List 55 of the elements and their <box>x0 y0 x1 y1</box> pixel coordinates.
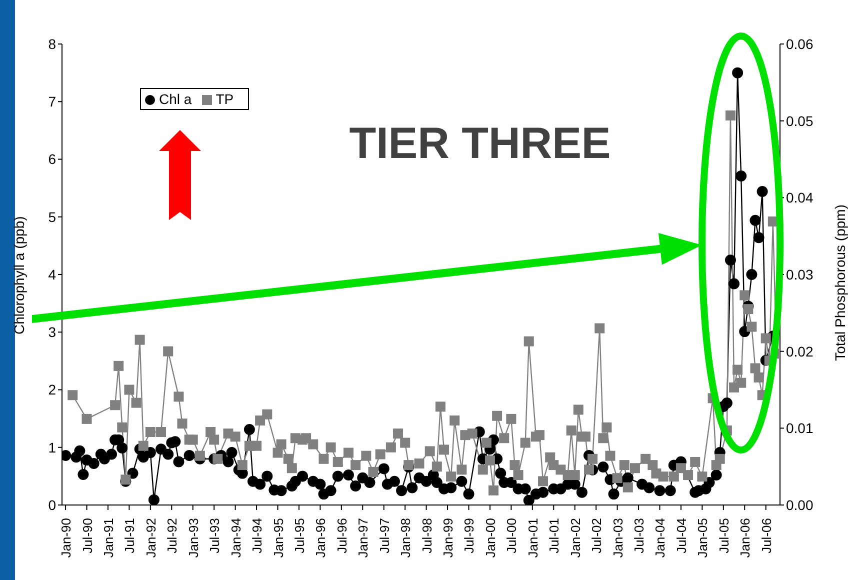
x-tick-label: Jul-95 <box>292 518 307 554</box>
x-tick-label: Jul-06 <box>758 518 774 554</box>
x-tick-label: Jan-00 <box>482 518 498 558</box>
legend-label: Chl a <box>159 91 192 107</box>
x-tick-label: Jul-97 <box>376 518 392 554</box>
y-tick-label: 0 <box>48 496 56 513</box>
y-tick-label: 4 <box>48 266 56 282</box>
legend-label: TP <box>216 91 234 107</box>
y2-tick-label: 0.05 <box>786 112 814 129</box>
x-tick-label: Jan-97 <box>356 518 371 558</box>
x-tick-label: Jan-94 <box>228 518 244 558</box>
x-tick-label: Jan-01 <box>525 518 540 558</box>
y-tick-label: 3 <box>48 324 56 340</box>
y-tick-label: 8 <box>48 36 56 52</box>
annotation: TIER THREE <box>349 119 611 168</box>
y-tick-label: 2 <box>48 382 56 398</box>
x-tick-label: Jul-00 <box>504 518 520 554</box>
x-tick-label: Jan-05 <box>695 518 710 558</box>
x-tick-label: Jan-99 <box>440 518 456 558</box>
x-tick-label: Jan-02 <box>568 518 583 558</box>
y2-tick-label: 0.06 <box>786 36 814 52</box>
x-tick-label: Jul-96 <box>334 518 350 554</box>
y2-axis-title: Total Phosphorous (ppm) <box>832 204 848 361</box>
x-tick-label: Jan-06 <box>738 518 753 558</box>
x-tick-label: Jul-92 <box>164 518 180 554</box>
x-tick-label: Jul-98 <box>419 518 434 554</box>
x-tick-label: Jan-04 <box>652 518 668 558</box>
x-tick-label: Jan-93 <box>186 518 201 558</box>
x-tick-label: Jan-90 <box>58 518 74 558</box>
x-tick-label: Jul-03 <box>632 518 647 554</box>
y-axis-title: Chlorophyll a (ppb) <box>10 216 27 334</box>
x-tick-label: Jul-02 <box>589 518 604 554</box>
x-tick-label: Jul-01 <box>546 518 562 554</box>
x-tick-label: Jul-99 <box>462 518 477 554</box>
x-tick-label: Jul-05 <box>716 518 732 554</box>
x-tick-label: Jul-94 <box>250 518 265 554</box>
x-tick-label: Jul-91 <box>122 518 138 554</box>
x-tick-label: Jul-90 <box>80 518 95 554</box>
x-tick-label: Jul-93 <box>207 518 222 554</box>
x-tick-label: Jan-95 <box>270 518 286 558</box>
y2-tick-label: 0.01 <box>786 420 814 436</box>
y-tick-label: 5 <box>48 208 56 225</box>
x-tick-label: Jul-04 <box>674 518 689 554</box>
x-tick-label: Jan-03 <box>610 518 626 558</box>
x-tick-label: Jan-92 <box>143 518 158 558</box>
y-tick-label: 1 <box>48 439 56 456</box>
x-tick-label: Jan-98 <box>398 518 414 558</box>
y2-tick-label: 0.03 <box>786 266 814 282</box>
y2-tick-label: 0.02 <box>786 343 814 360</box>
x-tick-label: Jan-91 <box>100 518 116 558</box>
x-tick-label: Jan-96 <box>313 518 328 558</box>
y2-tick-label: 0.00 <box>786 496 814 513</box>
y2-tick-label: 0.04 <box>786 190 814 206</box>
y-tick-label: 6 <box>48 151 56 168</box>
y-tick-label: 7 <box>48 94 56 110</box>
